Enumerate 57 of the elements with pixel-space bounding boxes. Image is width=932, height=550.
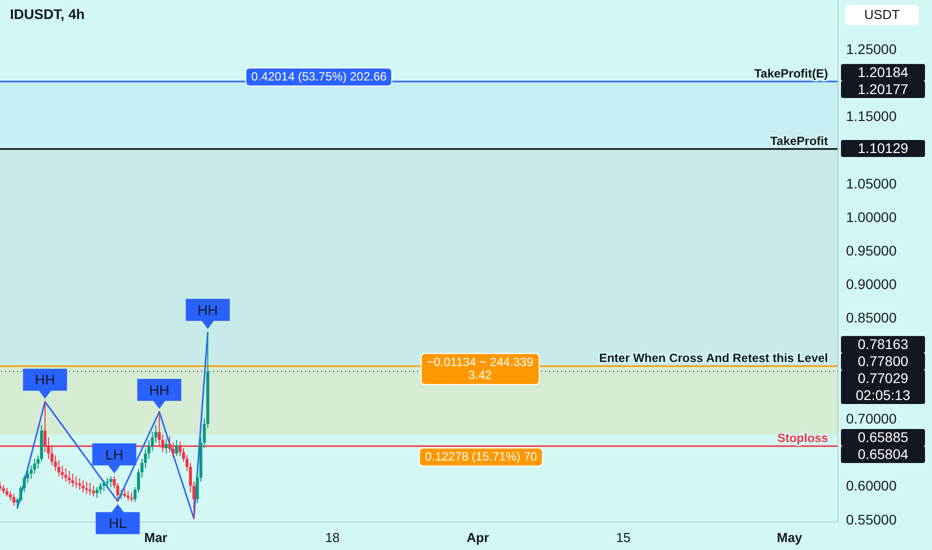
candlestick [71, 473, 74, 488]
candlestick [78, 478, 82, 490]
x-tick-label: Apr [466, 530, 490, 545]
candlestick [123, 488, 126, 498]
text: 0.77800 [841, 352, 925, 370]
text: 0.65885 [841, 429, 925, 446]
chart-title: IDUSDT, 4h [10, 6, 85, 22]
candlestick [95, 486, 98, 498]
text: 02:05:13 [854, 386, 912, 404]
x-tick-label: 15 [616, 530, 631, 545]
x-tick-label: 18 [325, 530, 340, 545]
annotation: LH [105, 446, 124, 462]
x-tick-label: May [776, 530, 803, 545]
candlestick [12, 493, 16, 506]
text: 0.77029 [856, 370, 910, 387]
annotation: HH [149, 382, 170, 398]
y-tick-label: 1.00000 [846, 208, 897, 225]
ref-line-label: TakeProfit(E) [754, 66, 828, 80]
annotation: −0.01134 ~ 244.339 3.42 [426, 355, 534, 382]
candlestick [106, 477, 109, 489]
text: 1.10129 [841, 140, 925, 158]
currency-box: USDT [845, 5, 919, 25]
annotation: HL [108, 515, 127, 532]
candlestick [109, 476, 112, 488]
candlestick [74, 476, 78, 489]
candlestick [68, 470, 71, 485]
text: 1.20184 [841, 64, 925, 82]
candlestick [175, 440, 178, 457]
y-tick-label: 1.25000 [846, 41, 897, 58]
candlestick [92, 485, 95, 497]
text: 0.78163 [841, 336, 925, 353]
y-tick-label: 0.55000 [846, 511, 897, 528]
candlestick [126, 490, 130, 501]
ref-line-label: Enter When Cross And Retest this Level [599, 351, 828, 366]
y-tick-label: 0.95000 [846, 242, 897, 259]
candlestick [98, 482, 102, 494]
candlestick [64, 468, 68, 482]
candlestick [85, 481, 88, 494]
annotation: 0.12278 (15.71%) 70 [424, 450, 538, 464]
y-tick-label: 0.90000 [846, 276, 897, 292]
y-tick-label: 0.60000 [846, 478, 897, 494]
ref-line-label: TakeProfit [770, 134, 828, 148]
candlestick [82, 480, 85, 493]
y-tick-label: 0.85000 [846, 310, 897, 326]
text: 0.65804 [841, 446, 925, 464]
annotation: HH [198, 302, 218, 318]
annotation: 0.42014 (53.75%) 202.66 [251, 70, 387, 84]
ref-line-label: Stoploss [777, 431, 828, 446]
candlestick [164, 438, 168, 454]
annotation: HH [34, 372, 56, 388]
candlestick [57, 460, 60, 477]
x-tick-label: Mar [144, 530, 168, 545]
candlestick [102, 480, 106, 492]
y-tick-label: 1.15000 [846, 108, 897, 124]
y-tick-label: 1.05000 [846, 175, 897, 192]
y-tick-label: 0.70000 [846, 410, 897, 427]
text: 1.20177 [841, 81, 925, 98]
